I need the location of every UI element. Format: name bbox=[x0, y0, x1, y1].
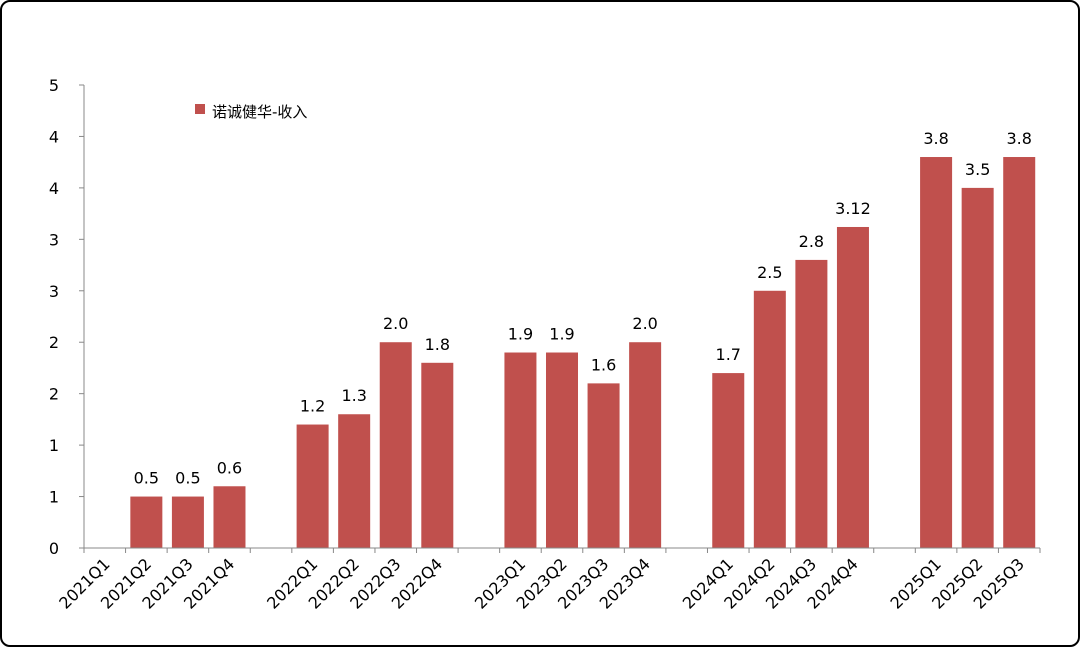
data-label-2024q1: 1.7 bbox=[716, 345, 741, 364]
data-label-2023q4: 2.0 bbox=[632, 314, 657, 333]
y-tick-label: 5 bbox=[49, 76, 59, 95]
y-axis: 0 1 1 2 2 3 3 4 4 5 bbox=[49, 76, 85, 558]
bar-2023q2 bbox=[545, 352, 579, 548]
y-tick-label: 3 bbox=[49, 282, 59, 301]
data-label-2025q3: 3.8 bbox=[1006, 129, 1031, 148]
y-tick-label: 4 bbox=[49, 179, 59, 198]
data-label-2024q4: 3.12 bbox=[835, 199, 871, 218]
legend-label: 诺诚健华-收入 bbox=[212, 103, 307, 121]
data-label-2022q4: 1.8 bbox=[425, 335, 450, 354]
y-tick-label: 2 bbox=[49, 333, 59, 352]
legend: 诺诚健华-收入 bbox=[195, 103, 307, 121]
data-label-2022q3: 2.0 bbox=[383, 314, 408, 333]
y-tick-label: 4 bbox=[49, 127, 59, 146]
bar-2021q2 bbox=[130, 496, 163, 548]
legend-swatch bbox=[195, 104, 205, 114]
data-label-2024q3: 2.8 bbox=[799, 232, 824, 251]
bar-2024q3 bbox=[795, 259, 828, 548]
data-label-2023q1: 1.9 bbox=[508, 325, 533, 344]
bars bbox=[130, 157, 1036, 548]
bar-2024q2 bbox=[753, 290, 786, 548]
bar-2025q3 bbox=[1003, 157, 1036, 548]
bar-2022q2 bbox=[338, 414, 371, 548]
y-tick-label: 1 bbox=[49, 436, 59, 455]
y-tick-label: 3 bbox=[49, 230, 59, 249]
data-label-2022q2: 1.3 bbox=[341, 386, 366, 405]
bar-2025q1 bbox=[920, 157, 953, 548]
bar-2023q1 bbox=[504, 352, 537, 548]
bar-2021q4 bbox=[213, 486, 246, 548]
data-label-2023q3: 1.6 bbox=[591, 355, 616, 374]
bar-2024q1 bbox=[712, 373, 745, 548]
data-label-2025q2: 3.5 bbox=[965, 160, 990, 179]
data-label-2022q1: 1.2 bbox=[300, 397, 325, 416]
bar-2024q4 bbox=[836, 226, 869, 548]
bar-2022q4 bbox=[421, 362, 454, 548]
bar-2023q3 bbox=[587, 383, 620, 548]
data-labels: 0.5 0.5 0.6 1.2 1.3 2.0 1.8 1.9 1.9 1.6 2.0 1.7 2.5 2… bbox=[134, 129, 1032, 488]
data-label-2021q4: 0.6 bbox=[217, 458, 242, 477]
data-label-2021q2: 0.5 bbox=[134, 469, 159, 488]
bar-2023q4 bbox=[629, 342, 662, 548]
y-tick-label: 2 bbox=[49, 385, 59, 404]
bar-2022q1 bbox=[296, 424, 329, 548]
bar-2022q3 bbox=[379, 342, 412, 548]
bar-2021q3 bbox=[171, 496, 204, 548]
data-label-2024q2: 2.5 bbox=[757, 263, 782, 282]
y-tick-label: 0 bbox=[49, 539, 59, 558]
data-label-2023q2: 1.9 bbox=[549, 325, 574, 344]
bar-2025q2 bbox=[961, 187, 994, 548]
data-label-2025q1: 3.8 bbox=[923, 129, 948, 148]
data-label-2021q3: 0.5 bbox=[175, 469, 200, 488]
y-tick-label: 1 bbox=[49, 488, 59, 507]
